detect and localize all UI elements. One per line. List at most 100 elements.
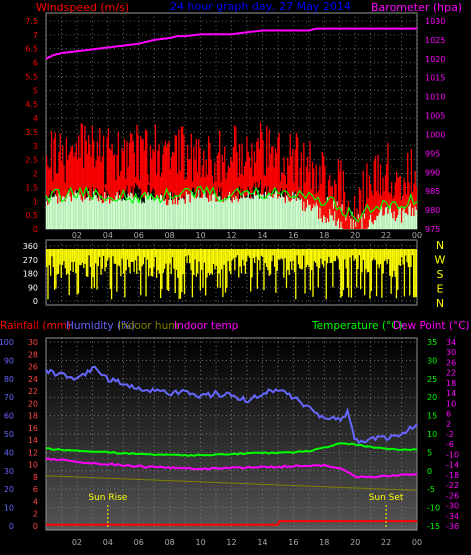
indoor-temp-tick-label: -14 [446, 461, 459, 470]
indoor-temp-tick-label: -26 [446, 491, 459, 500]
temperature-tick-label: 30 [427, 356, 437, 365]
time-tick-label: 04 [103, 538, 113, 547]
rainfall-tick-label: 10 [28, 461, 38, 470]
direction-tick-label: 360 [23, 242, 38, 251]
barometer-tick-label: 1030 [425, 17, 445, 26]
time-tick-label: 06 [134, 231, 144, 240]
time-tick-label: 18 [319, 231, 329, 240]
indoor-temp-tick-label: 18 [446, 379, 456, 388]
humidity-tick-label: 60 [4, 412, 14, 421]
temperature-tick-label: 10 [427, 430, 437, 439]
time-tick-label: 18 [319, 538, 329, 547]
time-tick-label: 02 [72, 538, 82, 547]
time-tick-label: 16 [288, 538, 298, 547]
temperature-tick-label: 15 [427, 412, 437, 421]
barometer-tick-label: 980 [425, 206, 440, 215]
humidity-tick-label: 80 [4, 375, 14, 384]
rainfall-tick-label: 26 [28, 363, 38, 372]
time-tick-label: 04 [103, 231, 113, 240]
time-tick-label: 14 [257, 231, 267, 240]
temperature-tick-label: -5 [427, 485, 435, 494]
rainfall-tick-label: 8 [33, 473, 38, 482]
rainfall-tick-label: 2 [33, 510, 38, 519]
rainfall-tick-label: 14 [28, 436, 38, 445]
windspeed-tick-label: 6 [33, 59, 38, 68]
time-tick-label: 08 [165, 538, 175, 547]
time-tick-label: 20 [350, 231, 360, 240]
barometer-tick-label: 1000 [425, 130, 445, 139]
indoor-temp-tick-label: 22 [446, 369, 456, 378]
temperature-line [45, 442, 418, 457]
humidity-tick-label: 90 [4, 356, 14, 365]
time-tick-label: 20 [350, 538, 360, 547]
indoor-temp-tick-label: -6 [446, 440, 454, 449]
windspeed-tick-label: 6.5 [25, 45, 38, 54]
windspeed-tick-label: 7 [33, 31, 38, 40]
rainfall-tick-label: 30 [28, 338, 38, 347]
average-wind-line [45, 185, 418, 223]
indoor-temp-tick-label: 14 [446, 389, 456, 398]
humidity-tick-label: 10 [4, 504, 14, 513]
barometer-tick-label: 1025 [425, 36, 445, 45]
barometer-tick-label: 1020 [425, 55, 445, 64]
rainfall-tick-label: 28 [28, 350, 38, 359]
windspeed-tick-label: 1.5 [25, 183, 38, 192]
temperature-tick-label: 25 [427, 375, 437, 384]
indoor-temp-tick-label: -30 [446, 502, 459, 511]
indoor-temp-tick-label: -2 [446, 430, 454, 439]
indoor-temp-tick-label: 30 [446, 348, 456, 357]
humidity-tick-label: 100 [0, 338, 14, 347]
compass-letter: N [436, 239, 444, 252]
windspeed-axis-label: Windspeed (m/s) [36, 1, 129, 14]
indoor-temp-tick-label: -36 [446, 522, 459, 531]
direction-tick-label: 90 [28, 283, 38, 292]
humidity-tick-label: 70 [4, 393, 14, 402]
humidity-tick-label: 20 [4, 485, 14, 494]
windspeed-tick-label: 3 [33, 142, 38, 151]
rainfall-tick-label: 24 [28, 375, 38, 384]
barometer-tick-label: 990 [425, 168, 440, 177]
windspeed-tick-label: 2 [33, 170, 38, 179]
indoor-temp-tick-label: -18 [446, 471, 459, 480]
indoor-temp-tick-label: 6 [446, 410, 451, 419]
direction-tick-label: 180 [23, 270, 38, 279]
rainfall-line [46, 520, 417, 526]
temperature-tick-label: -15 [427, 522, 440, 531]
time-tick-label: 10 [195, 231, 205, 240]
barometer-tick-label: 975 [425, 225, 440, 234]
indoor-temp-label: Indoor temp [174, 320, 239, 332]
dew-point-line [45, 457, 418, 479]
rainfall-tick-label: 6 [33, 485, 38, 494]
barometer-tick-label: 1010 [425, 93, 445, 102]
rainfall-tick-label: 20 [28, 399, 38, 408]
sunset-label: Sun Set [369, 493, 404, 503]
temperature-tick-label: 5 [427, 448, 432, 457]
sunrise-label: Sun Rise [88, 493, 127, 503]
windspeed-tick-label: 0.5 [25, 211, 38, 220]
compass-letter: N [436, 297, 444, 310]
dew-point-axis-label: Dew Point (°C) [393, 320, 470, 332]
indoor-hum-label: Indoor hum [118, 320, 178, 332]
windspeed-tick-label: 5.5 [25, 72, 38, 81]
rainfall-tick-label: 12 [28, 448, 38, 457]
rainfall-tick-label: 4 [33, 497, 38, 506]
compass-letter: E [437, 283, 444, 296]
barometer-tick-label: 1015 [425, 74, 445, 83]
humidity-axis-label: Humidity (%) [66, 320, 135, 332]
direction-tick-label: 0 [33, 297, 38, 306]
rainfall-axis-label: Rainfall (mm) [0, 320, 71, 332]
indoor-temp-tick-label: 26 [446, 358, 456, 367]
time-tick-label: 12 [226, 538, 236, 547]
time-tick-label: 08 [165, 231, 175, 240]
windspeed-tick-label: 0 [33, 225, 38, 234]
humidity-line [45, 365, 418, 445]
windspeed-tick-label: 1 [33, 197, 38, 206]
chart-title: 24 hour graph day, 27 May 2014 [170, 0, 351, 13]
compass-letter: W [435, 254, 446, 267]
barometer-line [45, 27, 417, 60]
barometer-tick-label: 995 [425, 149, 440, 158]
rainfall-tick-label: 18 [28, 412, 38, 421]
time-tick-label: 00 [412, 231, 422, 240]
